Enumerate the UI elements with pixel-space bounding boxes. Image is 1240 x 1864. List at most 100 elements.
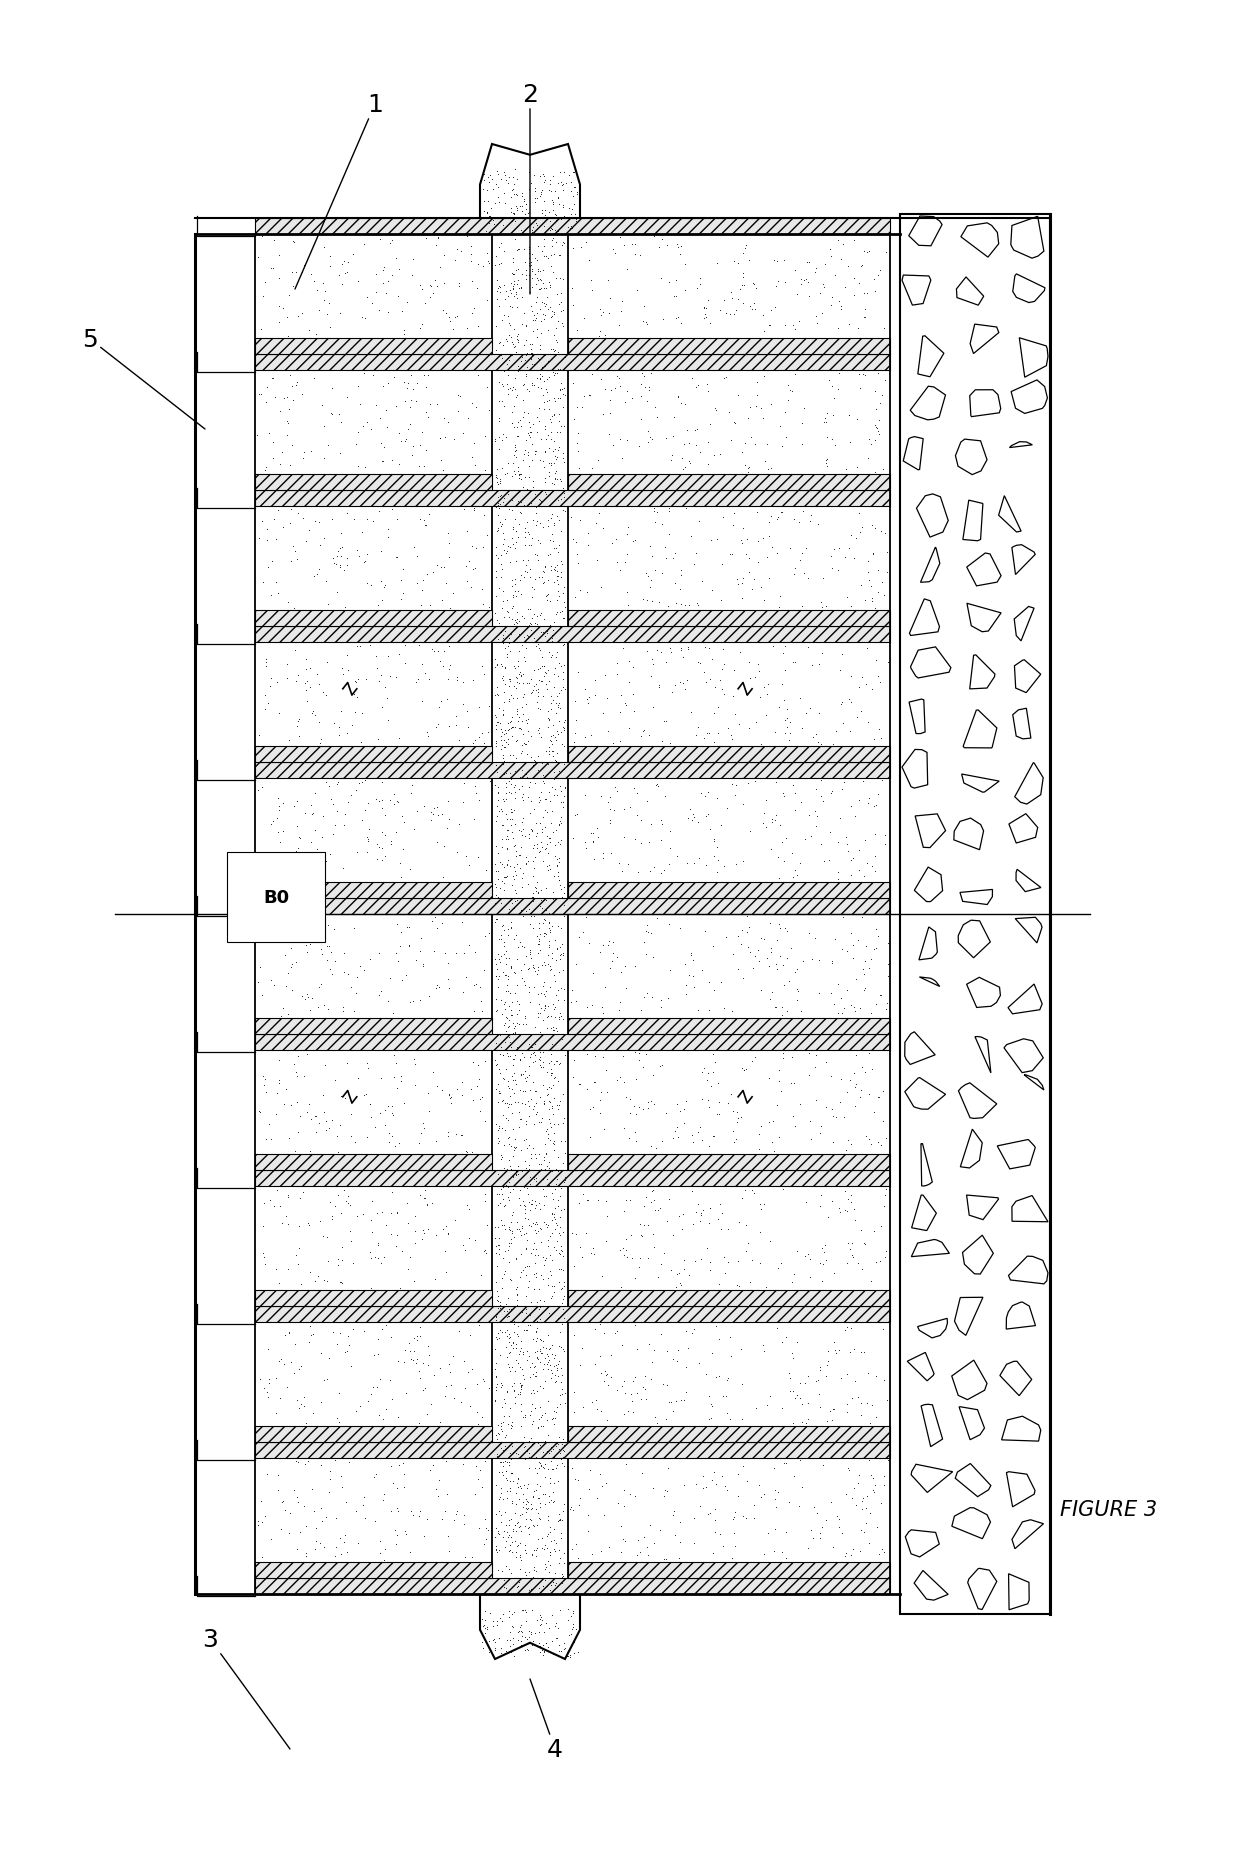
Point	[551, 1036, 570, 1066]
Point	[776, 1448, 796, 1478]
Point	[497, 1284, 517, 1314]
Point	[839, 1066, 859, 1096]
Point	[516, 1154, 536, 1184]
Point	[836, 1195, 856, 1225]
Point	[533, 162, 553, 192]
Point	[335, 1521, 355, 1551]
Point	[339, 656, 358, 686]
Point	[513, 967, 533, 997]
Bar	[255, 1307, 890, 1322]
Point	[543, 1404, 563, 1433]
Point	[837, 1249, 857, 1279]
Point	[494, 699, 513, 729]
Point	[595, 1055, 615, 1085]
Point	[363, 1372, 383, 1402]
Point	[791, 270, 811, 300]
Point	[511, 1061, 531, 1090]
Point	[500, 1476, 520, 1506]
Point	[858, 788, 878, 818]
Point	[518, 490, 538, 520]
Point	[484, 1607, 503, 1637]
Point	[744, 1504, 764, 1534]
Point	[527, 1288, 547, 1318]
Point	[810, 1392, 830, 1422]
Point	[262, 1525, 281, 1555]
Point	[831, 1064, 851, 1094]
Point	[539, 1335, 559, 1364]
Point	[498, 1167, 518, 1197]
Point	[694, 1053, 714, 1083]
Point	[305, 1534, 325, 1564]
Point	[388, 281, 408, 311]
Point	[305, 1497, 325, 1527]
Point	[502, 572, 522, 602]
Point	[253, 1542, 273, 1571]
Point	[503, 274, 523, 304]
Point	[279, 999, 299, 1029]
Point	[314, 285, 334, 315]
Point	[518, 846, 538, 876]
Point	[467, 311, 487, 341]
Point	[506, 1329, 526, 1359]
Point	[490, 1314, 510, 1344]
Point	[490, 708, 510, 738]
Point	[500, 1631, 520, 1661]
Point	[547, 682, 567, 712]
Point	[521, 815, 541, 844]
Point	[475, 501, 495, 531]
Point	[311, 939, 331, 969]
Point	[489, 1409, 508, 1439]
Point	[863, 1476, 883, 1506]
Point	[542, 470, 562, 500]
Point	[601, 375, 621, 404]
Point	[496, 1103, 516, 1133]
Point	[516, 190, 536, 220]
Point	[275, 941, 295, 971]
Point	[799, 268, 818, 298]
Point	[640, 572, 660, 602]
Point	[269, 263, 289, 293]
Point	[554, 158, 574, 188]
Point	[542, 1454, 562, 1484]
Point	[394, 315, 414, 345]
Point	[526, 628, 546, 658]
Point	[511, 1191, 531, 1221]
Point	[723, 1096, 743, 1126]
Point	[521, 1288, 541, 1318]
Point	[539, 1346, 559, 1376]
Point	[379, 964, 399, 994]
Point	[496, 1532, 516, 1562]
Point	[527, 1342, 547, 1372]
Point	[496, 943, 516, 973]
Point	[543, 1186, 563, 1215]
Point	[831, 1364, 851, 1394]
Point	[811, 587, 831, 617]
Point	[541, 809, 560, 839]
Point	[525, 1553, 544, 1583]
Point	[521, 250, 541, 280]
Point	[501, 1208, 521, 1238]
Point	[525, 1139, 544, 1169]
Point	[637, 637, 657, 667]
Point	[357, 505, 377, 535]
Point	[552, 550, 572, 580]
Point	[288, 1482, 308, 1512]
Point	[334, 660, 353, 690]
Point	[769, 1066, 789, 1096]
Point	[427, 792, 446, 822]
Point	[471, 986, 491, 1016]
Point	[810, 1351, 830, 1381]
Point	[858, 1359, 878, 1389]
Point	[542, 1029, 562, 1059]
Point	[878, 951, 898, 980]
Point	[691, 1243, 711, 1273]
Point	[828, 969, 848, 999]
Point	[305, 1102, 325, 1131]
Point	[269, 308, 289, 337]
Point	[548, 1191, 568, 1221]
Point	[817, 423, 837, 453]
Point	[330, 298, 350, 328]
Point	[475, 1605, 495, 1635]
Point	[257, 1377, 277, 1407]
Point	[542, 1156, 562, 1186]
